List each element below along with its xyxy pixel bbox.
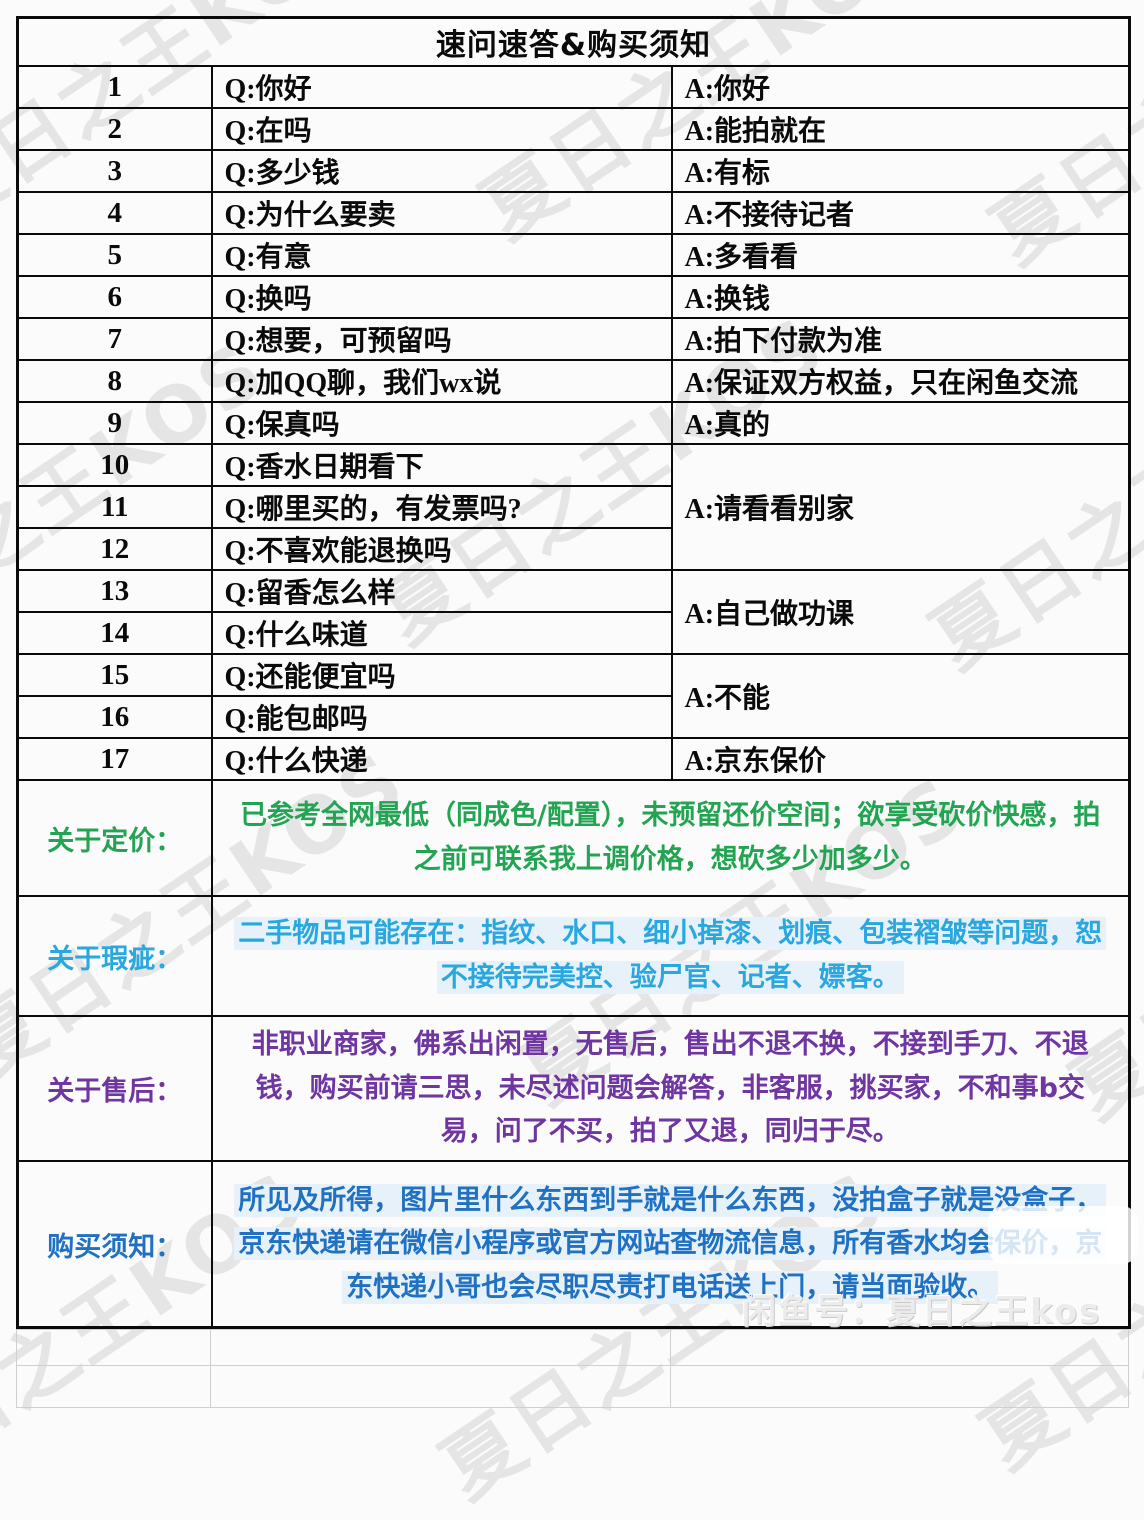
section-text: 已参考全网最低（同成色/配置），未预留还价空间；欲享受砍价快感，拍之前可联系我上… bbox=[240, 800, 1101, 875]
answer-cell: A:不接待记者 bbox=[670, 191, 1131, 235]
row-number: 1 bbox=[16, 65, 213, 109]
question-cell: Q:想要，可预留吗 bbox=[210, 317, 673, 361]
table-row: 10 Q:香水日期看下 A:请看看别家 bbox=[16, 443, 1131, 571]
row-number: 5 bbox=[16, 233, 213, 277]
row-number: 3 bbox=[16, 149, 213, 193]
section-text: 二手物品可能存在：指纹、水口、细小掉漆、划痕、包装褶皱等问题，恕不接待完美控、验… bbox=[234, 917, 1107, 994]
table-row: 3 Q:多少钱 A:有标 bbox=[16, 149, 1131, 193]
table-row: 12 Q:不喜欢能退换吗 bbox=[16, 527, 1130, 571]
question-cell: Q:什么快递 bbox=[210, 737, 673, 781]
section-text: 非职业商家，佛系出闲置，无售后，售出不退不换，不接到手刀、不退钱，购买前请三思，… bbox=[251, 1029, 1089, 1148]
empty-rows-table bbox=[16, 1329, 1129, 1409]
question-cell: Q:在吗 bbox=[210, 107, 673, 151]
table-row: 6 Q:换吗 A:换钱 bbox=[16, 275, 1131, 319]
answer-cell: A:你好 bbox=[670, 65, 1131, 109]
answer-cell: A:京东保价 bbox=[670, 737, 1131, 781]
table-row: 5 Q:有意 A:多看看 bbox=[16, 233, 1131, 277]
table-row: 2 Q:在吗 A:能拍就在 bbox=[16, 107, 1131, 151]
row-number: 15 bbox=[16, 653, 213, 697]
empty-row bbox=[16, 1365, 1129, 1409]
empty-cell bbox=[210, 1329, 671, 1367]
row-number: 7 bbox=[16, 317, 213, 361]
question-cell: Q:你好 bbox=[210, 65, 673, 109]
answer-cell: A:有标 bbox=[670, 149, 1131, 193]
qa-table: 速问速答&购买须知 1 Q:你好 A:你好 2 Q:在吗 A:能拍就在 3 Q:… bbox=[16, 16, 1131, 1330]
empty-cell bbox=[670, 1365, 1129, 1409]
question-cell: Q:有意 bbox=[210, 233, 673, 277]
section-text-cell: 已参考全网最低（同成色/配置），未预留还价空间；欲享受砍价快感，拍之前可联系我上… bbox=[210, 779, 1131, 897]
row-number: 13 bbox=[16, 569, 213, 613]
row-number: 4 bbox=[16, 191, 213, 235]
question-cell: Q:什么味道 bbox=[210, 611, 673, 655]
section-row-notice: 购买须知： 所见及所得，图片里什么东西到手就是什么东西，没拍盒子就是没盒子，京东… bbox=[16, 1160, 1131, 1329]
title-row: 速问速答&购买须知 bbox=[16, 16, 1131, 67]
section-label: 关于定价： bbox=[16, 779, 213, 897]
answer-cell: A:保证双方权益，只在闲鱼交流 bbox=[670, 359, 1131, 403]
row-number: 12 bbox=[16, 527, 213, 571]
page-title: 速问速答&购买须知 bbox=[16, 16, 1131, 67]
section-label: 关于售后： bbox=[16, 1014, 213, 1163]
answer-cell-merged: A:不能 bbox=[670, 653, 1131, 739]
table-row: 16 Q:能包邮吗 bbox=[16, 695, 1130, 739]
answer-cell: A:多看看 bbox=[670, 233, 1131, 277]
row-number: 2 bbox=[16, 107, 213, 151]
answer-cell: A:换钱 bbox=[670, 275, 1131, 319]
row-number: 8 bbox=[16, 359, 213, 403]
row-number: 16 bbox=[16, 695, 213, 739]
row-number: 11 bbox=[16, 485, 213, 529]
table-row: 4 Q:为什么要卖 A:不接待记者 bbox=[16, 191, 1131, 235]
question-cell: Q:为什么要卖 bbox=[210, 191, 673, 235]
table-row: 15 Q:还能便宜吗 A:不能 bbox=[16, 653, 1131, 739]
row-number: 6 bbox=[16, 275, 213, 319]
table-row: 11 Q:哪里买的，有发票吗? bbox=[16, 485, 1130, 529]
empty-cell bbox=[16, 1329, 211, 1367]
question-cell: Q:不喜欢能退换吗 bbox=[210, 527, 673, 571]
question-cell: Q:换吗 bbox=[210, 275, 673, 319]
section-row-flaws: 关于瑕疵： 二手物品可能存在：指纹、水口、细小掉漆、划痕、包装褶皱等问题，恕不接… bbox=[16, 895, 1131, 1017]
section-row-aftersale: 关于售后： 非职业商家，佛系出闲置，无售后，售出不退不换，不接到手刀、不退钱，购… bbox=[16, 1014, 1131, 1163]
question-cell: Q:能包邮吗 bbox=[210, 695, 673, 739]
row-number: 17 bbox=[16, 737, 213, 781]
answer-cell-merged: A:自己做功课 bbox=[670, 569, 1131, 655]
answer-cell-merged: A:请看看别家 bbox=[670, 443, 1131, 571]
row-number: 9 bbox=[16, 401, 213, 445]
question-cell: Q:还能便宜吗 bbox=[210, 653, 673, 697]
empty-cell bbox=[670, 1329, 1129, 1367]
row-number: 10 bbox=[16, 443, 213, 487]
answer-cell: A:拍下付款为准 bbox=[670, 317, 1131, 361]
question-cell: Q:多少钱 bbox=[210, 149, 673, 193]
table-row: 13 Q:留香怎么样 A:自己做功课 bbox=[16, 569, 1131, 655]
table-row: 9 Q:保真吗 A:真的 bbox=[16, 401, 1131, 445]
section-text-cell: 非职业商家，佛系出闲置，无售后，售出不退不换，不接到手刀、不退钱，购买前请三思，… bbox=[210, 1014, 1131, 1163]
empty-cell bbox=[16, 1365, 211, 1409]
section-label: 购买须知： bbox=[16, 1160, 213, 1329]
empty-row bbox=[16, 1329, 1129, 1367]
question-cell: Q:香水日期看下 bbox=[210, 443, 673, 487]
section-label: 关于瑕疵： bbox=[16, 895, 213, 1017]
empty-cell bbox=[210, 1365, 671, 1409]
question-cell: Q:保真吗 bbox=[210, 401, 673, 445]
section-row-pricing: 关于定价： 已参考全网最低（同成色/配置），未预留还价空间；欲享受砍价快感，拍之… bbox=[16, 779, 1131, 897]
table-row: 1 Q:你好 A:你好 bbox=[16, 65, 1131, 109]
table-row: 17 Q:什么快递 A:京东保价 bbox=[16, 737, 1131, 781]
table-row: 7 Q:想要，可预留吗 A:拍下付款为准 bbox=[16, 317, 1131, 361]
answer-cell: A:真的 bbox=[670, 401, 1131, 445]
section-text-cell: 二手物品可能存在：指纹、水口、细小掉漆、划痕、包装褶皱等问题，恕不接待完美控、验… bbox=[210, 895, 1131, 1017]
question-cell: Q:加QQ聊，我们wx说 bbox=[210, 359, 673, 403]
question-cell: Q:留香怎么样 bbox=[210, 569, 673, 613]
row-number: 14 bbox=[16, 611, 213, 655]
section-text-cell: 所见及所得，图片里什么东西到手就是什么东西，没拍盒子就是没盒子，京东快递请在微信… bbox=[210, 1160, 1131, 1329]
table-row: 8 Q:加QQ聊，我们wx说 A:保证双方权益，只在闲鱼交流 bbox=[16, 359, 1131, 403]
section-text: 所见及所得，图片里什么东西到手就是什么东西，没拍盒子就是没盒子，京东快递请在微信… bbox=[234, 1183, 1107, 1305]
table-row: 14 Q:什么味道 bbox=[16, 611, 1130, 655]
answer-cell: A:能拍就在 bbox=[670, 107, 1131, 151]
question-cell: Q:哪里买的，有发票吗? bbox=[210, 485, 673, 529]
